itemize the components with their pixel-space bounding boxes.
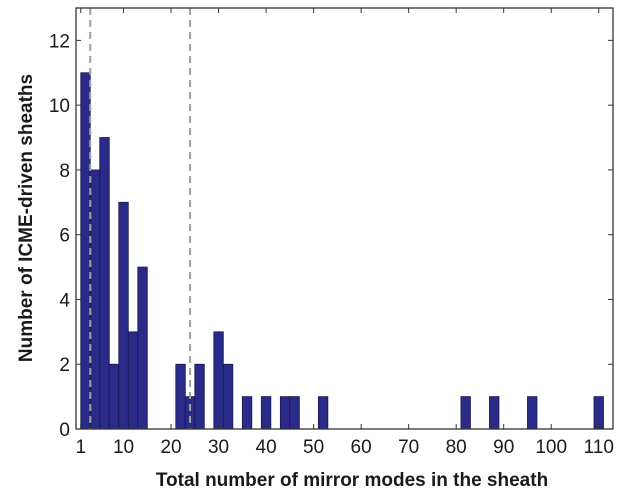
x-axis-title: Total number of mirror modes in the shea… — [156, 470, 548, 491]
histogram-bar — [137, 266, 148, 430]
y-tick-label: 8 — [59, 161, 70, 182]
y-tick-label: 12 — [49, 31, 70, 52]
y-axis-title: Number of ICME-driven sheaths — [16, 74, 37, 362]
x-tick-label: 80 — [446, 437, 467, 458]
y-tick-label: 0 — [59, 420, 70, 441]
x-tick-label: 40 — [256, 437, 277, 458]
x-tick-label: 30 — [208, 437, 229, 458]
x-tick-label: 10 — [113, 437, 134, 458]
x-tick-label: 90 — [493, 437, 514, 458]
x-tick-label: 70 — [398, 437, 419, 458]
x-tick-label: 20 — [160, 437, 181, 458]
histogram-bar — [222, 363, 234, 430]
histogram-bar — [289, 396, 300, 430]
y-tick-label: 2 — [59, 355, 70, 376]
bars-layer — [80, 72, 604, 430]
histogram-bar — [184, 396, 196, 430]
x-tick-label: 110 — [584, 437, 614, 458]
x-tick-label: 60 — [351, 437, 372, 458]
histogram-bar — [108, 363, 120, 430]
histogram-bar — [460, 396, 471, 430]
x-tick-label: 1 — [75, 437, 86, 458]
histogram-bar — [175, 363, 186, 430]
y-tick-label: 10 — [49, 96, 70, 117]
histogram-bar — [89, 169, 101, 430]
histogram-bar — [194, 363, 205, 430]
histogram-bar — [118, 201, 129, 430]
histogram-bar — [489, 396, 500, 430]
histogram-bar — [80, 72, 91, 430]
y-tick-label: 6 — [59, 226, 70, 247]
plot-frame — [75, 7, 614, 430]
y-tick-label: 4 — [59, 290, 70, 311]
histogram-bar — [241, 396, 253, 430]
x-tick-label: 100 — [535, 437, 567, 458]
histogram-bar — [527, 396, 538, 430]
histogram-bar — [99, 137, 110, 430]
histogram-bar — [317, 396, 329, 430]
reference-lines-layer — [89, 8, 192, 429]
histogram-bar — [279, 396, 291, 430]
x-tick-label: 50 — [303, 437, 324, 458]
histogram-bar — [213, 331, 224, 430]
histogram-bar — [127, 331, 139, 430]
